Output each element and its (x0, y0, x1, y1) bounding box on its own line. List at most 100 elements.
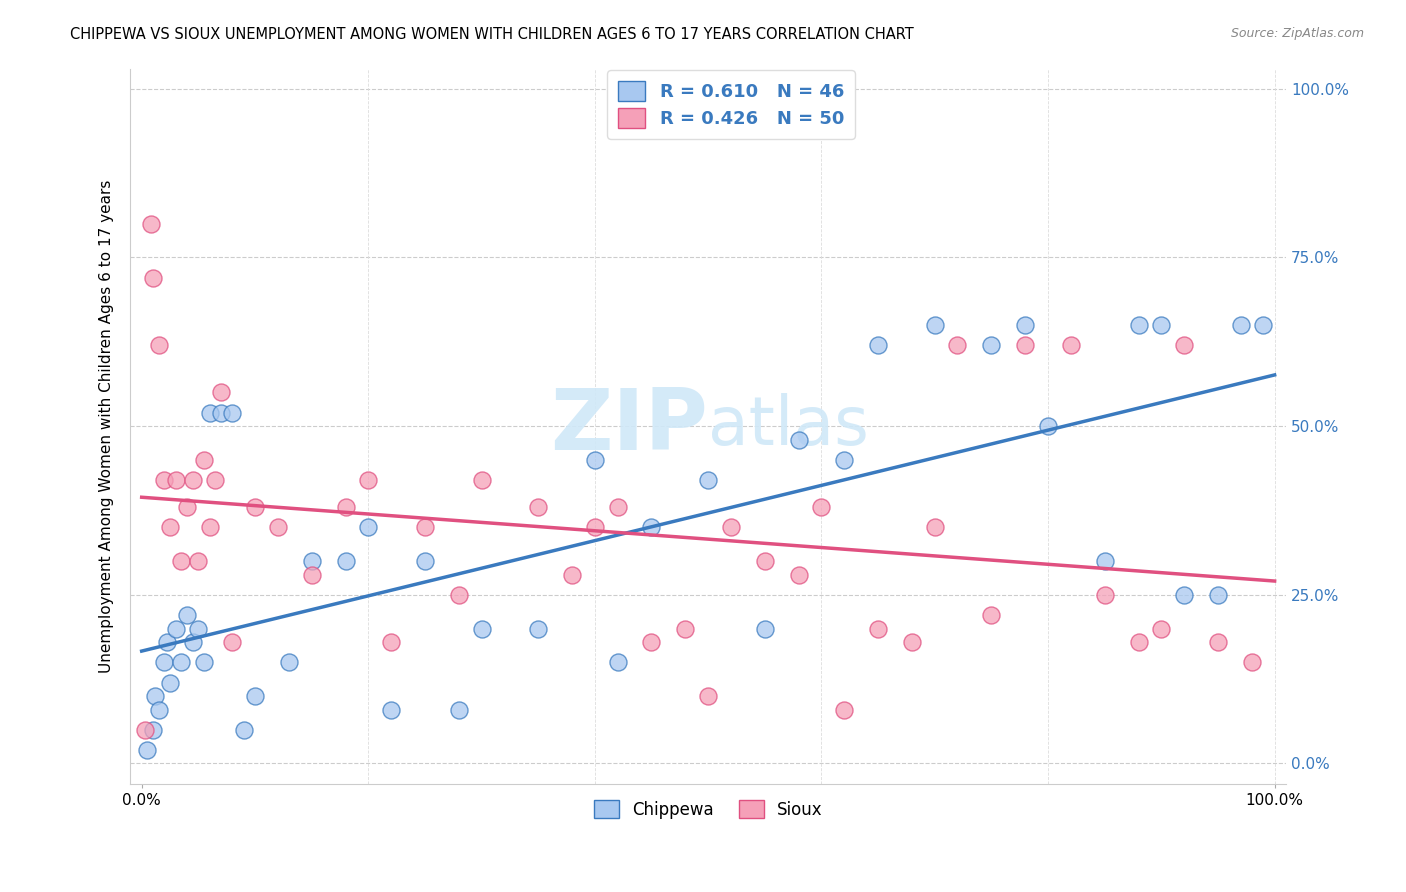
Point (561, 567, 583, 582)
Point (170, 554, 193, 568)
Point (606, 500, 628, 514)
Point (187, 622, 209, 636)
Point (583, 520, 606, 534)
Point (787, 433, 810, 447)
Point (1014, 338, 1036, 352)
Point (142, 723, 165, 737)
Point (1229, 318, 1251, 332)
Point (1014, 318, 1036, 332)
Point (159, 520, 181, 534)
Point (266, 520, 288, 534)
Point (583, 453, 606, 467)
Point (139, 217, 162, 231)
Point (1094, 554, 1116, 568)
Point (159, 675, 181, 690)
Point (176, 608, 198, 623)
Point (697, 689, 720, 703)
Point (1150, 318, 1173, 332)
Point (380, 635, 402, 649)
Point (754, 622, 776, 636)
Point (198, 520, 221, 534)
Point (153, 655, 176, 669)
Text: atlas: atlas (709, 393, 869, 459)
Point (380, 702, 402, 716)
Point (868, 338, 890, 352)
Point (1094, 588, 1116, 602)
Point (148, 338, 170, 352)
Point (787, 567, 810, 582)
Point (980, 338, 1002, 352)
Y-axis label: Unemployment Among Women with Children Ages 6 to 17 years: Unemployment Among Women with Children A… (100, 179, 114, 673)
Text: Source: ZipAtlas.com: Source: ZipAtlas.com (1230, 27, 1364, 40)
Legend: Chippewa, Sioux: Chippewa, Sioux (588, 794, 830, 825)
Point (413, 520, 436, 534)
Point (209, 385, 232, 400)
Point (1173, 588, 1195, 602)
Point (527, 500, 550, 514)
Point (243, 689, 266, 703)
Point (153, 473, 176, 487)
Point (924, 520, 946, 534)
Point (204, 473, 226, 487)
Point (155, 635, 177, 649)
Point (413, 554, 436, 568)
Point (187, 554, 209, 568)
Point (198, 406, 221, 420)
Point (181, 635, 204, 649)
Point (221, 406, 243, 420)
Point (868, 622, 890, 636)
Point (1150, 622, 1173, 636)
Point (832, 453, 855, 467)
Point (697, 473, 720, 487)
Point (901, 635, 924, 649)
Point (1206, 635, 1229, 649)
Point (980, 608, 1002, 623)
Point (924, 318, 946, 332)
Point (165, 622, 187, 636)
Point (193, 453, 215, 467)
Point (193, 655, 215, 669)
Point (357, 473, 380, 487)
Point (143, 689, 166, 703)
Text: ZIP: ZIP (550, 384, 709, 467)
Point (527, 622, 550, 636)
Point (832, 702, 855, 716)
Point (1206, 588, 1229, 602)
Point (1240, 655, 1263, 669)
Point (278, 655, 301, 669)
Point (301, 554, 323, 568)
Point (134, 723, 156, 737)
Point (640, 520, 662, 534)
Point (136, 743, 159, 757)
Point (675, 622, 697, 636)
Point (470, 473, 492, 487)
Point (1173, 338, 1195, 352)
Point (209, 406, 232, 420)
Point (447, 588, 470, 602)
Point (606, 655, 628, 669)
Text: CHIPPEWA VS SIOUX UNEMPLOYMENT AMONG WOMEN WITH CHILDREN AGES 6 TO 17 YEARS CORR: CHIPPEWA VS SIOUX UNEMPLOYMENT AMONG WOM… (70, 27, 914, 42)
Point (243, 500, 266, 514)
Point (470, 622, 492, 636)
Point (1128, 318, 1150, 332)
Point (181, 473, 204, 487)
Point (754, 554, 776, 568)
Point (640, 635, 662, 649)
Point (335, 554, 357, 568)
Point (142, 270, 165, 285)
Point (176, 500, 198, 514)
Point (232, 723, 254, 737)
Point (447, 702, 470, 716)
Point (810, 500, 832, 514)
Point (946, 338, 969, 352)
Point (148, 702, 170, 716)
Point (1128, 635, 1150, 649)
Point (720, 520, 742, 534)
Point (1253, 318, 1275, 332)
Point (301, 567, 323, 582)
Point (357, 520, 380, 534)
Point (335, 500, 357, 514)
Point (165, 473, 187, 487)
Point (1036, 419, 1059, 434)
Point (170, 655, 193, 669)
